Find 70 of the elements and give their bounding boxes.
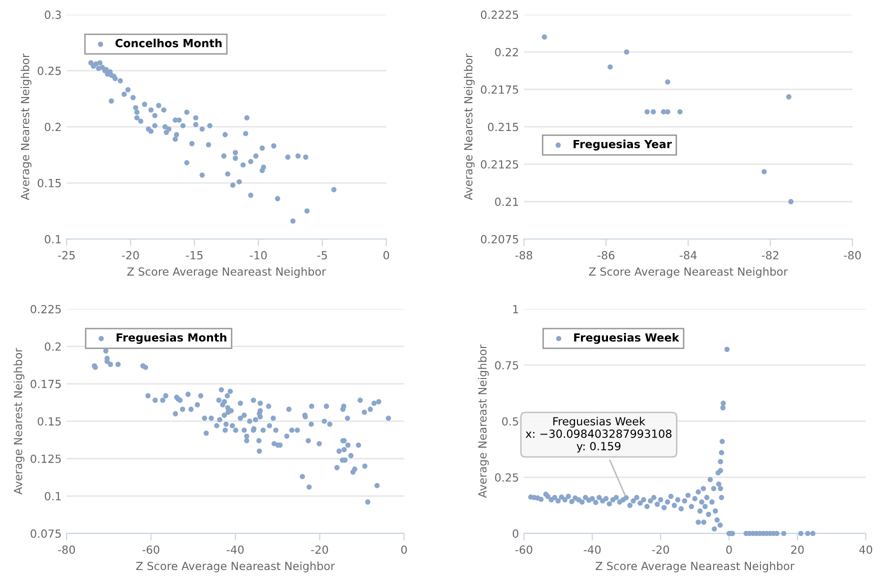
x-tick-label: -80 [844, 251, 861, 260]
y-tick-label: 0.225 [30, 304, 61, 314]
y-tick-label: 1 [513, 305, 518, 314]
x-tick-label: -60 [515, 545, 532, 554]
x-axis-title: Z Score Average Neareast Neighbor [127, 267, 326, 278]
point [665, 79, 670, 85]
y-tick-label: 0 [512, 529, 518, 538]
y-tick-label: 0.5 [502, 417, 518, 426]
x-tick-label: -10 [250, 251, 267, 260]
y-axis-title: Average Neareast Neighbor [478, 344, 489, 498]
y-tick-label: 0.25 [38, 66, 61, 76]
x-tick-label: -82 [762, 251, 778, 260]
x-axis-title: Z Score Average Neareast Neighbor [596, 562, 794, 572]
x-tick-label: 0 [383, 251, 390, 260]
x-tick-label: -20 [652, 545, 670, 554]
y-tick-label: 0.1 [44, 492, 61, 500]
legend-label: Concelhos Month [115, 38, 222, 48]
y-tick-label: 0.2 [44, 122, 61, 132]
x-tick-label: -20 [311, 545, 328, 554]
point [786, 94, 792, 100]
x-axis-title: Z Score Average Neareast Neighbor [589, 267, 788, 278]
x-tick-label: -80 [58, 545, 75, 554]
point [665, 109, 670, 114]
y-tick-label: 0.1 [44, 235, 61, 244]
point [624, 49, 630, 55]
point [644, 109, 650, 114]
x-tick-label: -40 [226, 545, 244, 554]
point [762, 169, 767, 174]
x-tick-label: 0 [726, 545, 732, 554]
legend-label: Freguesias Year [574, 140, 672, 150]
y-axis-title: Average Nearest Neighbor [20, 53, 32, 200]
x-tick-label: -15 [186, 251, 203, 260]
x-tick-label: 0 [401, 545, 407, 554]
x-tick-label: 20 [791, 545, 804, 554]
y-tick-label: 0.2125 [480, 160, 518, 169]
y-tick-label: 0.215 [488, 122, 518, 132]
y-tick-label: 0.2 [44, 342, 61, 351]
legend-label: Freguesias Week [574, 333, 680, 344]
x-tick-label: -40 [584, 545, 601, 554]
y-tick-label: 0.75 [495, 361, 518, 370]
point [608, 64, 613, 70]
y-tick-label: 0.21 [495, 198, 518, 206]
y-tick-label: 0.3 [44, 10, 61, 19]
y-tick-label: 0.22 [495, 48, 518, 56]
x-axis-title: Z Score Average Neareast Neighbor [136, 562, 335, 572]
y-tick-label: 0.2075 [480, 235, 518, 244]
y-tick-label: 0.25 [495, 473, 518, 482]
y-tick-label: 0.15 [38, 417, 61, 426]
y-tick-label: 0.2225 [480, 10, 518, 19]
x-tick-label: 40 [859, 545, 872, 554]
point [650, 109, 656, 114]
point [677, 109, 683, 114]
annotation: Freguesias Week x: −30.098403287993108 y: 0.159 [526, 416, 672, 453]
point [788, 199, 794, 204]
y-axis-title: Average Nearest Neighbor [464, 53, 475, 200]
y-tick-label: 0.125 [30, 454, 61, 464]
y-tick-label: 0.2175 [480, 85, 518, 94]
y-tick-label: 0.175 [30, 380, 61, 388]
x-tick-label: -86 [598, 251, 614, 260]
x-tick-label: -25 [58, 251, 75, 260]
x-tick-label: -60 [142, 545, 160, 554]
y-axis-title: Average Nearest Neighbor [14, 348, 24, 494]
x-tick-label: -5 [317, 251, 327, 260]
point [542, 34, 548, 40]
legend-label: Freguesias Month [116, 333, 226, 344]
x-tick-label: -20 [122, 251, 139, 260]
y-tick-label: 0.15 [38, 178, 61, 188]
x-tick-label: -84 [680, 251, 697, 260]
x-tick-label: -88 [515, 251, 532, 260]
y-tick-label: 0.075 [30, 529, 61, 538]
